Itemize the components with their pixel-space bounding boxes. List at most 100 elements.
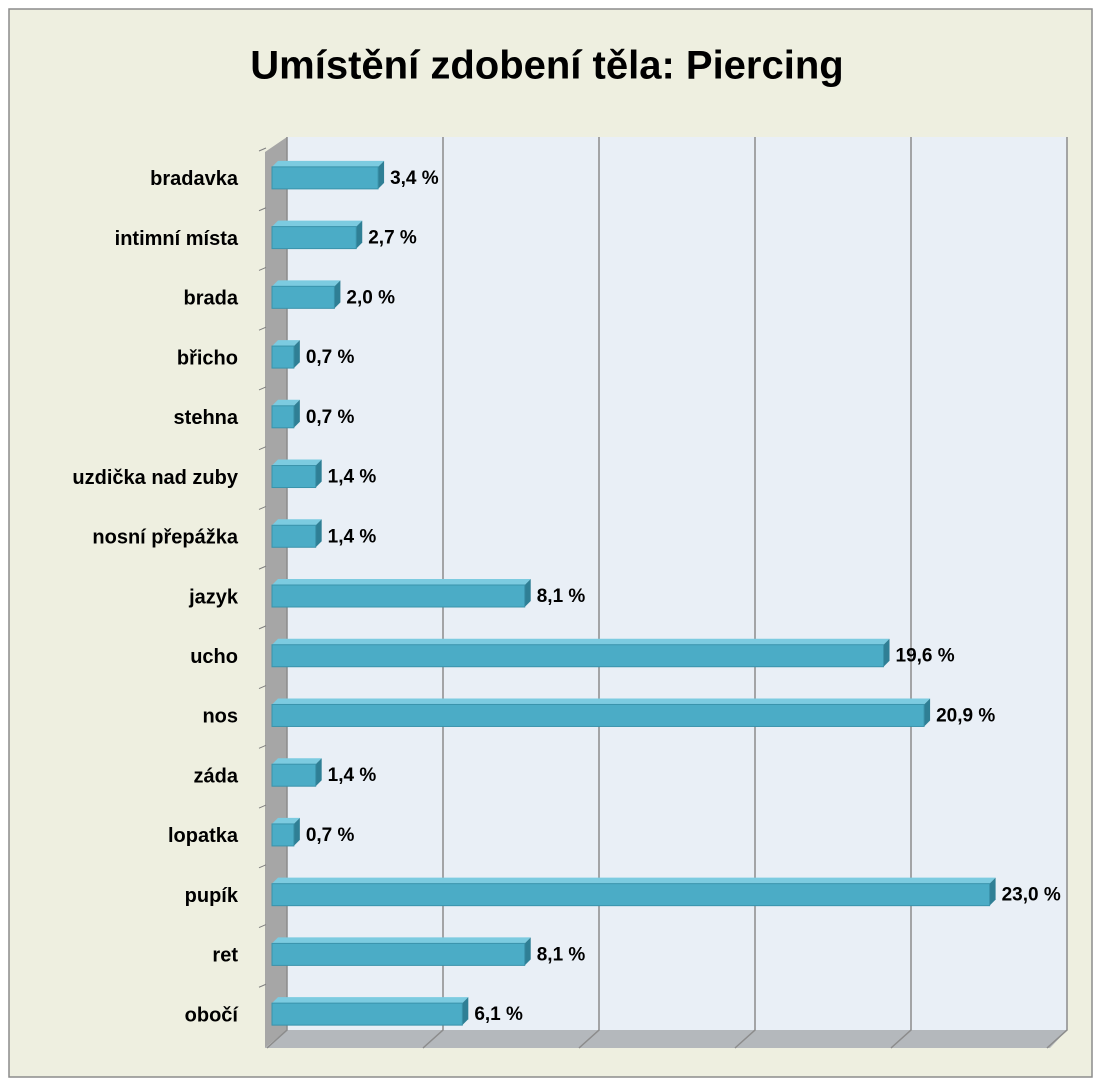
y-tick-label: intimní místa	[115, 228, 239, 250]
bar	[271, 817, 300, 847]
category-tick	[258, 505, 267, 510]
data-label: 19,6 %	[896, 646, 955, 667]
category-tick	[258, 804, 267, 809]
bar-side	[315, 459, 322, 488]
grid-line	[266, 137, 288, 1049]
bar	[271, 399, 300, 429]
bar-front	[271, 166, 379, 190]
bar-top	[272, 579, 531, 585]
category-tick	[258, 267, 267, 271]
bar	[271, 280, 341, 309]
bar	[271, 340, 300, 369]
grid-line	[1046, 137, 1068, 1049]
floor	[265, 1030, 1067, 1048]
y-tick-label: záda	[194, 765, 239, 787]
bar-side	[924, 698, 931, 727]
bar-front	[271, 584, 526, 608]
bar-top	[272, 519, 322, 526]
bar	[271, 698, 931, 727]
category-tick	[258, 744, 267, 749]
back-wall	[287, 137, 1067, 1030]
category-tick	[258, 446, 267, 451]
data-label: 23,0 %	[1002, 885, 1061, 906]
bar	[271, 160, 385, 190]
data-label: 0,7 %	[306, 347, 355, 368]
bar	[271, 638, 890, 668]
data-label: 3,4 %	[390, 168, 439, 189]
bar-side	[293, 340, 300, 369]
bar	[271, 579, 531, 608]
bar-front	[271, 942, 526, 966]
bar-side	[356, 220, 363, 249]
bar-side	[293, 817, 300, 846]
bar-top	[272, 340, 300, 347]
category-tick	[258, 386, 267, 391]
category-tick	[258, 147, 267, 152]
category-tick	[258, 625, 267, 630]
bar-side	[334, 280, 341, 309]
y-tick-label: nosní přepážka	[92, 527, 238, 549]
bar-side	[293, 399, 300, 428]
bar-top	[272, 877, 996, 884]
data-label: 6,1 %	[474, 1004, 523, 1025]
category-tick	[258, 924, 267, 928]
data-label: 2,0 %	[346, 287, 395, 308]
grid-line	[422, 137, 444, 1049]
category-tick	[258, 864, 267, 869]
bar-front	[271, 1002, 463, 1026]
data-label: 1,4 %	[328, 526, 377, 547]
y-tick-label: lopatka	[168, 825, 239, 847]
bar	[271, 937, 531, 966]
data-label: 1,4 %	[328, 467, 377, 488]
y-tick-label: pupík	[185, 885, 239, 907]
bar-front	[271, 465, 317, 489]
bar-front	[271, 345, 295, 369]
bar-side	[462, 997, 469, 1026]
grid-line	[890, 137, 912, 1049]
bar-top	[272, 698, 931, 705]
bar-front	[271, 763, 317, 787]
bar-top	[272, 280, 341, 287]
bar-top	[272, 459, 322, 466]
chart-title: Umístění zdobení těla: Piercing	[250, 44, 843, 88]
bar	[271, 877, 996, 907]
data-label: 8,1 %	[537, 586, 586, 607]
y-tick-label: stehna	[174, 407, 239, 429]
bar-top	[272, 817, 300, 824]
y-tick-label: nos	[202, 706, 238, 728]
y-tick-label: ret	[212, 945, 238, 967]
bar-top	[272, 638, 890, 645]
bar-top	[272, 160, 385, 167]
y-tick-label: ucho	[190, 646, 238, 668]
data-label: 0,7 %	[306, 407, 355, 428]
bar-front	[271, 405, 295, 429]
bar-side	[524, 937, 531, 966]
bar-front	[271, 226, 357, 250]
bar-front	[271, 524, 317, 548]
bar-top	[272, 758, 322, 765]
y-tick-label: brada	[184, 288, 239, 310]
bar-front	[271, 285, 335, 309]
category-tick	[258, 207, 267, 212]
bar	[271, 997, 469, 1026]
bar-side	[883, 638, 890, 667]
bar	[271, 220, 363, 250]
category-tick	[258, 983, 267, 988]
y-tick-label: bradavka	[150, 168, 239, 190]
bar-side	[378, 160, 385, 189]
bar	[271, 758, 322, 787]
data-label: 2,7 %	[368, 228, 417, 249]
bar-front	[271, 703, 925, 727]
bar-top	[272, 937, 531, 944]
bar-top	[272, 220, 363, 227]
bar-side	[989, 877, 996, 906]
bar-top	[272, 399, 300, 406]
grid-line	[578, 137, 600, 1049]
bar-front	[271, 644, 885, 668]
y-tick-label: uzdička nad zuby	[72, 467, 238, 489]
grid-line	[734, 137, 756, 1049]
data-label: 8,1 %	[537, 944, 586, 965]
data-label: 0,7 %	[306, 825, 355, 846]
bar-top	[272, 997, 469, 1004]
